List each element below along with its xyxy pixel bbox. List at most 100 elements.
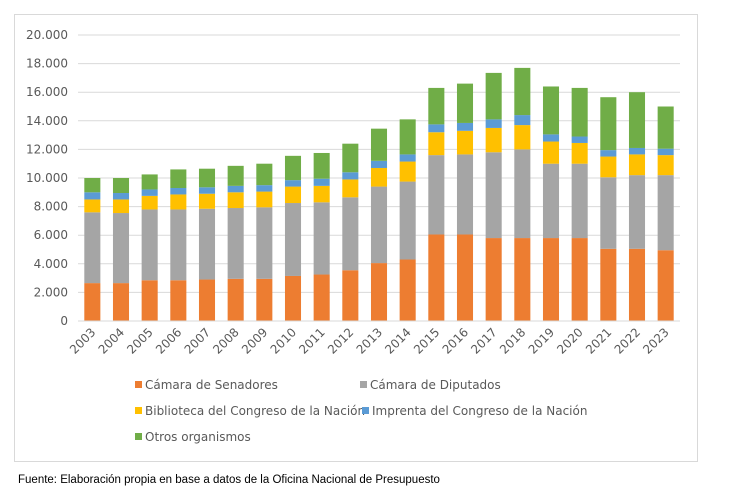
legend-swatch <box>135 381 142 388</box>
y-tick-label: 14.000 <box>26 114 68 128</box>
bar-segment <box>628 248 646 321</box>
bar-segment <box>571 87 588 137</box>
bar-segment <box>600 150 617 157</box>
bar-segment <box>628 147 646 155</box>
bar-segment <box>600 97 617 151</box>
bar-segment <box>112 193 130 200</box>
bar-segment <box>456 130 474 155</box>
bar-segment <box>628 175 646 249</box>
bar-segment <box>514 115 531 126</box>
bar-segment <box>313 152 330 179</box>
bar-segment <box>542 163 560 239</box>
bar-segment <box>514 149 531 239</box>
bar-segment <box>485 238 502 321</box>
bar-segment <box>571 142 588 164</box>
bar-segment <box>514 67 531 116</box>
legend-label: Otros organismos <box>145 430 251 444</box>
bar-segment <box>198 193 216 209</box>
bar-segment <box>342 179 359 198</box>
bar-segment <box>399 161 416 182</box>
bar-segment <box>342 270 359 321</box>
bar-segment <box>313 202 330 275</box>
bar-segment <box>485 119 502 128</box>
bar-segment <box>370 186 388 264</box>
legend-label: Imprenta del Congreso de la Nación <box>372 404 587 418</box>
x-tick-label: 2013 <box>354 325 385 356</box>
bar-segment <box>313 185 330 203</box>
bar-segment <box>456 154 474 235</box>
bar-segment <box>600 248 617 321</box>
bar-segment <box>370 263 388 321</box>
bar-segment <box>198 168 216 188</box>
bar-segment <box>514 125 531 150</box>
bar-segment <box>227 165 244 186</box>
bar-segment <box>342 197 359 271</box>
bar-segment <box>256 278 273 321</box>
legend-swatch <box>135 407 142 414</box>
bar-segment <box>141 189 158 196</box>
x-tick-label: 2004 <box>96 325 127 356</box>
y-tick-label: 8.000 <box>34 200 68 214</box>
bar-segment <box>170 169 187 189</box>
bar-segment <box>342 143 359 173</box>
bar-segment <box>141 174 158 190</box>
x-tick-label: 2012 <box>325 325 356 356</box>
y-tick-label: 18.000 <box>26 57 68 71</box>
bar-segment <box>284 180 302 187</box>
bar-segment <box>399 119 416 155</box>
bar-segment <box>571 136 588 143</box>
bar-segment <box>657 175 674 251</box>
bar-segment <box>198 187 216 194</box>
bar-segment <box>428 87 445 125</box>
bar-segment <box>313 178 330 186</box>
bar-segment <box>227 185 244 193</box>
bar-segment <box>84 199 101 213</box>
bar-segment <box>256 185 273 192</box>
bar-segment <box>657 148 674 156</box>
x-tick-label: 2005 <box>124 325 155 356</box>
x-tick-label: 2010 <box>268 325 299 356</box>
x-tick-label: 2017 <box>468 325 499 356</box>
bar-segment <box>112 283 130 321</box>
bar-segment <box>370 167 388 187</box>
x-tick-label: 2018 <box>497 325 528 356</box>
x-tick-label: 2021 <box>583 325 614 356</box>
bar-segment <box>657 106 674 149</box>
bar-segment <box>514 238 531 321</box>
bar-segment <box>141 209 158 281</box>
bar-segment <box>542 238 560 321</box>
bar-segment <box>542 141 560 164</box>
bar-segment <box>84 178 101 193</box>
x-tick-label: 2020 <box>554 325 585 356</box>
bar-segment <box>313 274 330 321</box>
y-tick-label: 10.000 <box>26 171 68 185</box>
bar-segment <box>256 191 273 208</box>
y-tick-label: 6.000 <box>34 228 68 242</box>
x-tick-label: 2014 <box>382 325 413 356</box>
y-tick-label: 16.000 <box>26 85 68 99</box>
bar-segment <box>399 154 416 162</box>
bar-segment <box>227 208 244 279</box>
bar-segment <box>456 83 474 123</box>
bar-segment <box>485 152 502 239</box>
bar-segment <box>542 134 560 142</box>
bar-segment <box>256 163 273 186</box>
bar-segment <box>198 208 216 280</box>
bar-segment <box>657 250 674 321</box>
x-tick-label: 2016 <box>440 325 471 356</box>
x-tick-label: 2008 <box>210 325 241 356</box>
bar-segment <box>170 280 187 321</box>
bar-segment <box>428 234 445 321</box>
bar-segment <box>628 154 646 176</box>
bar-segment <box>141 195 158 210</box>
bar-segment <box>428 132 445 156</box>
bar-segment <box>399 259 416 321</box>
bar-segment <box>428 155 445 235</box>
bar-segment <box>84 192 101 200</box>
bar-segment <box>628 92 646 148</box>
bar-segment <box>342 172 359 180</box>
legend-label: Cámara de Diputados <box>370 378 501 392</box>
x-tick-label: 2023 <box>640 325 671 356</box>
